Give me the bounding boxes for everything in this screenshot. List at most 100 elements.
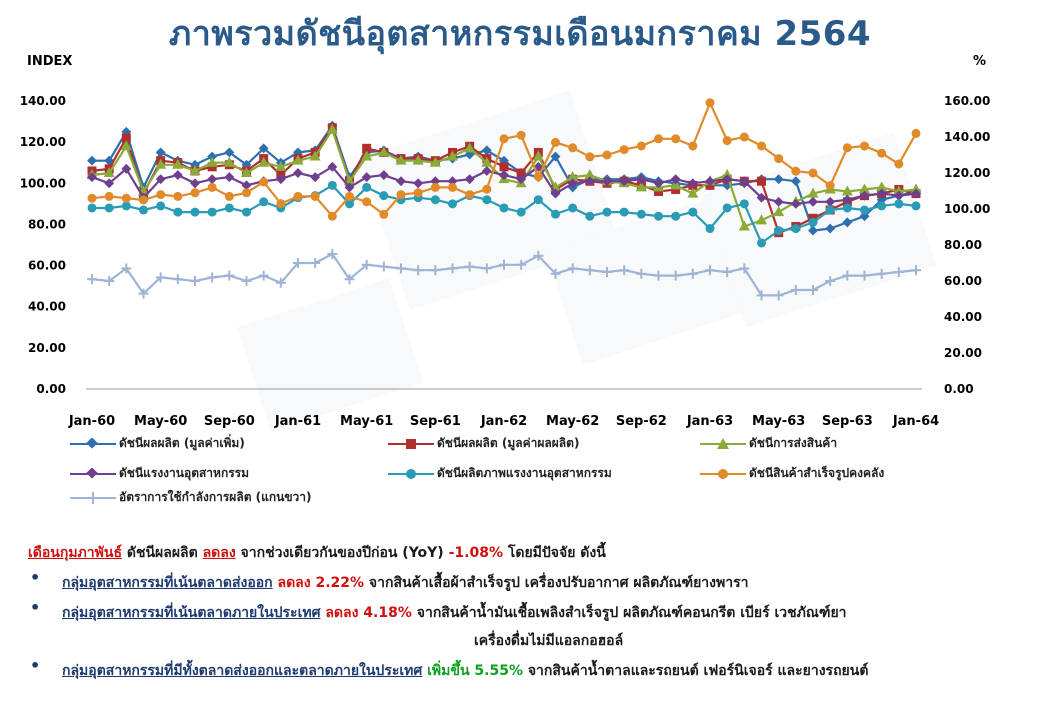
data-point-s3 [567,171,579,182]
data-point-s4 [773,196,784,207]
data-point-s5 [139,205,148,215]
data-point-s5 [551,209,560,219]
data-point-s6 [636,141,646,151]
data-point-s4 [859,190,870,201]
data-point-s7 [790,285,801,295]
data-point-s4 [275,174,286,185]
x-tick-label: Sep-63 [822,414,873,429]
x-tick-label: Jan-61 [274,414,321,429]
left-tick-label: 120.00 [20,135,66,149]
data-point-s5 [499,203,509,213]
data-point-s5 [860,205,869,215]
data-point-s6 [121,193,131,203]
bullet-icon: • [30,568,41,587]
data-point-s4 [310,172,321,183]
data-point-s4 [327,161,338,172]
left-tick-label: 20.00 [28,341,66,355]
data-point-s5 [345,199,354,209]
x-tick-label: May-60 [134,414,187,429]
data-point-s7 [361,259,372,270]
data-point-s3 [395,154,407,165]
data-point-s3 [172,158,184,169]
data-point-s7 [241,276,252,286]
notes-bullet-export: กลุ่มอุตสาหกรรมที่เน้นตลาดส่งออก ลดลง 2.… [62,572,748,594]
data-point-s4 [413,178,424,189]
data-point-s7 [481,263,492,274]
data-point-s7 [464,261,475,272]
data-point-s4 [190,178,200,189]
data-point-s7 [670,270,681,281]
data-point-s1 [224,147,235,158]
data-point-s1 [207,151,218,162]
data-point-s3 [584,169,596,180]
data-point-s6 [259,177,269,187]
data-point-s6 [533,172,543,182]
data-point-s5 [242,207,251,217]
right-tick-label: 60.00 [944,274,982,288]
right-tick-label: 120.00 [944,166,990,180]
data-point-s6 [568,143,578,153]
data-point-s5 [877,201,887,211]
x-tick-label: Jan-62 [480,414,527,429]
data-point-s5 [585,211,595,221]
data-point-s2 [362,143,372,153]
data-point-s6 [619,145,629,155]
data-point-s3 [309,150,321,161]
data-point-s2 [207,162,217,172]
data-point-s3 [721,169,733,180]
data-point-s5 [722,203,732,213]
x-tick-label: May-61 [340,414,393,429]
legend-marker-s5 [388,468,434,479]
data-point-s3 [326,123,338,134]
data-point-s4 [636,174,647,185]
data-point-s4 [619,176,630,187]
data-point-s3 [773,206,785,217]
data-point-s5 [894,199,904,209]
chart-legend: ดัชนีผลผลิต (มูลค่าเพิ่ม) ดัชนีผลผลิต (ม… [70,432,970,512]
bullet-group-label: กลุ่มอุตสาหกรรมที่เน้นตลาดส่งออก [62,575,273,591]
x-tick-label: Jan-64 [892,414,939,429]
data-point-s2 [757,176,766,186]
line-chart: 0.00 20.00 40.00 60.00 80.00 100.00 120.00 140.… [20,94,991,429]
data-point-s4 [842,194,853,205]
data-point-s5 [911,201,921,211]
data-point-s7 [327,249,338,259]
data-point-s4 [499,170,509,181]
data-point-s1 [790,176,801,187]
bullet-icon: • [30,598,41,617]
data-point-s5 [739,199,749,209]
data-point-s5 [207,207,217,217]
data-point-s3 [361,150,373,161]
data-point-s6 [448,182,457,192]
data-point-s7 [842,270,853,281]
data-point-s4 [121,163,132,174]
data-point-s5 [602,207,612,217]
data-point-s6 [602,150,612,160]
data-point-s3 [223,156,235,167]
data-point-s7 [396,263,406,274]
legend-item-s1: ดัชนีผลผลิต (มูลค่าเพิ่ม) [70,434,245,453]
data-point-s5 [654,211,663,221]
legend-label-s2: ดัชนีผลผลิต (มูลค่าผลผลิต) [437,436,580,450]
data-point-s3 [910,183,922,194]
data-point-s6 [894,159,904,169]
data-point-s3 [447,150,458,161]
data-point-s4 [756,192,767,203]
data-point-s7 [876,268,887,279]
data-point-s5 [430,195,440,205]
right-tick-label: 0.00 [944,382,974,396]
data-point-s4 [808,196,818,207]
legend-marker-s4 [70,467,116,479]
data-point-s5 [121,201,131,211]
right-tick-label: 80.00 [944,238,982,252]
data-point-s7 [808,285,818,295]
data-point-s1 [825,223,836,234]
data-point-s6 [104,191,114,201]
left-tick-label: 100.00 [20,176,66,190]
data-point-s1 [773,174,784,185]
data-point-s1 [258,143,269,154]
data-point-s7 [344,274,355,285]
data-point-s7 [636,268,647,279]
data-point-s6 [396,190,406,200]
legend-label-s7: อัตราการใช้กำลังการผลิต (แกนขวา) [119,490,312,504]
